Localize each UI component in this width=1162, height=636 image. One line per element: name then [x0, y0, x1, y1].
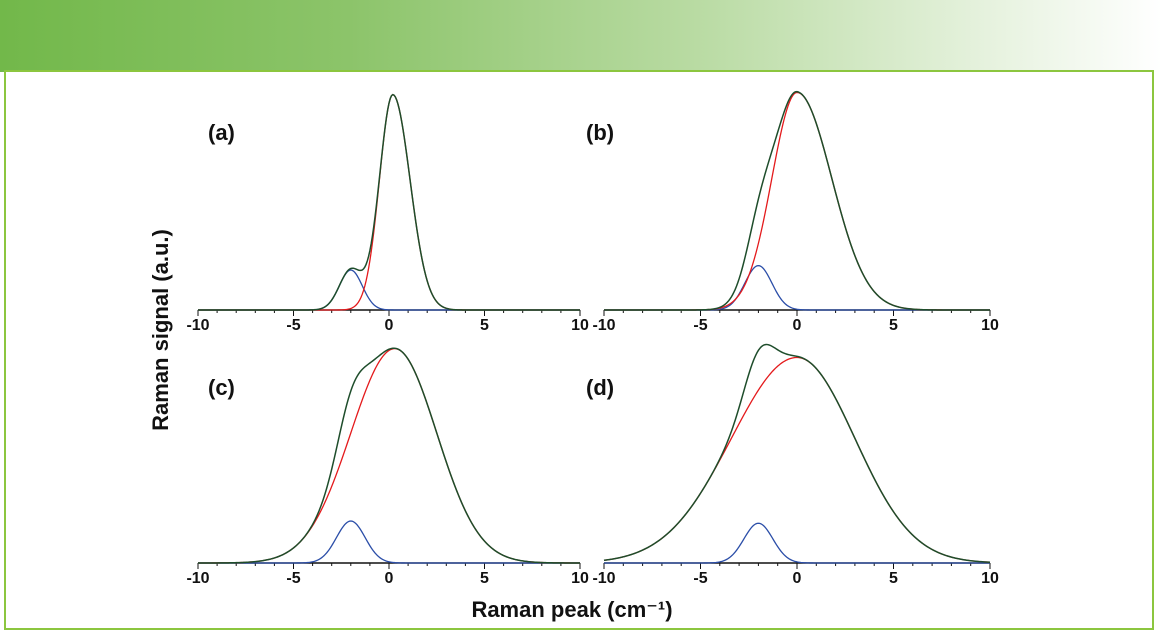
- tick-label: -10: [592, 317, 615, 334]
- header-banner: [0, 0, 1162, 72]
- main-peak-curve: [604, 91, 990, 311]
- tick-label: -10: [186, 317, 209, 334]
- tick-label: 0: [385, 317, 394, 334]
- total-curve: [198, 93, 580, 311]
- tick-label: -5: [693, 570, 707, 587]
- total-curve: [604, 90, 990, 311]
- main-peak-curve: [603, 356, 991, 563]
- panel-label: (c): [208, 375, 235, 400]
- panel-a: -10 -5 0 5 10 (a): [186, 93, 589, 334]
- tick-label: 10: [571, 570, 589, 587]
- tick-label: 5: [480, 570, 489, 587]
- side-peak-curve: [198, 269, 580, 311]
- tick-label: 0: [385, 570, 394, 587]
- panel-b: -10 -5 0 5 10 (b): [586, 90, 999, 334]
- tick-label: 5: [889, 317, 898, 334]
- side-peak-curve: [198, 520, 580, 564]
- y-axis-title: Raman signal (a.u.): [148, 229, 173, 431]
- tick-label: 5: [889, 570, 898, 587]
- panel-c: -10 -5 0 5 10 (c): [186, 347, 589, 587]
- figure-frame: [4, 70, 1154, 630]
- tick-label: -5: [286, 570, 300, 587]
- tick-label: -10: [592, 570, 615, 587]
- side-peak-curve: [604, 522, 990, 564]
- total-curve: [603, 343, 991, 563]
- tick-label: -5: [286, 317, 300, 334]
- panel-label: (a): [208, 120, 235, 145]
- panel-label: (d): [586, 375, 614, 400]
- tick-label: 0: [793, 317, 802, 334]
- panel-label: (b): [586, 120, 614, 145]
- total-curve: [198, 347, 580, 564]
- main-peak-curve: [198, 348, 580, 564]
- tick-label: 10: [981, 317, 999, 334]
- tick-label: -10: [186, 570, 209, 587]
- tick-label: -5: [693, 317, 707, 334]
- tick-label: 0: [793, 570, 802, 587]
- side-peak-curve: [604, 264, 990, 311]
- panel-d: -10 -5 0 5 10 (d): [586, 343, 999, 587]
- tick-label: 10: [981, 570, 999, 587]
- tick-label: 5: [480, 317, 489, 334]
- panels-group: -10 -5 0 5 10(a)-10 -5 0 5 10(b)-10 -5 0 5 10(c)-10-…: [186, 90, 999, 587]
- main-peak-curve: [198, 93, 580, 311]
- x-axis-title: Raman peak (cm⁻¹): [471, 597, 672, 622]
- tick-label: 10: [571, 317, 589, 334]
